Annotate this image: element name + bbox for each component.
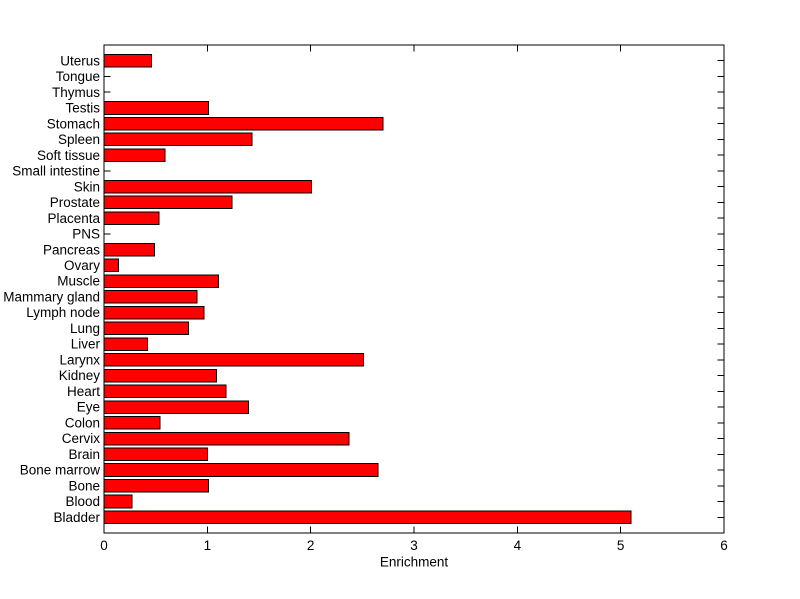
svg-text:Tongue: Tongue [56, 69, 100, 84]
svg-text:Liver: Liver [71, 337, 101, 352]
svg-text:Colon: Colon [65, 415, 100, 430]
svg-text:Bladder: Bladder [53, 510, 100, 525]
svg-text:Enrichment: Enrichment [380, 555, 449, 570]
svg-text:5: 5 [617, 538, 625, 553]
svg-text:3: 3 [410, 538, 418, 553]
svg-text:Lung: Lung [70, 321, 100, 336]
svg-text:Soft tissue: Soft tissue [37, 148, 100, 163]
svg-text:4: 4 [514, 538, 522, 553]
svg-text:Ovary: Ovary [64, 258, 100, 273]
svg-text:Small intestine: Small intestine [12, 164, 100, 179]
svg-text:1: 1 [204, 538, 212, 553]
svg-text:Pancreas: Pancreas [43, 242, 100, 257]
svg-text:Mammary gland: Mammary gland [3, 289, 100, 304]
svg-text:Brain: Brain [68, 447, 100, 462]
svg-text:2: 2 [307, 538, 315, 553]
svg-text:Eye: Eye [77, 400, 100, 415]
svg-text:Uterus: Uterus [60, 53, 100, 68]
svg-text:Spleen: Spleen [58, 132, 100, 147]
svg-text:Placenta: Placenta [47, 211, 100, 226]
svg-text:Muscle: Muscle [57, 274, 100, 289]
svg-text:Testis: Testis [65, 101, 100, 116]
svg-text:0: 0 [100, 538, 108, 553]
svg-text:Larynx: Larynx [59, 352, 100, 367]
svg-text:Prostate: Prostate [50, 195, 100, 210]
svg-text:Kidney: Kidney [59, 368, 101, 383]
svg-text:Thymus: Thymus [52, 85, 100, 100]
svg-text:Bone: Bone [68, 478, 100, 493]
svg-text:PNS: PNS [72, 227, 100, 242]
svg-text:6: 6 [720, 538, 728, 553]
svg-text:Skin: Skin [74, 179, 100, 194]
svg-text:Bone marrow: Bone marrow [20, 463, 101, 478]
svg-text:Stomach: Stomach [47, 116, 100, 131]
svg-text:Lymph node: Lymph node [26, 305, 100, 320]
svg-text:Blood: Blood [65, 494, 100, 509]
svg-text:Heart: Heart [67, 384, 100, 399]
svg-text:Cervix: Cervix [62, 431, 101, 446]
